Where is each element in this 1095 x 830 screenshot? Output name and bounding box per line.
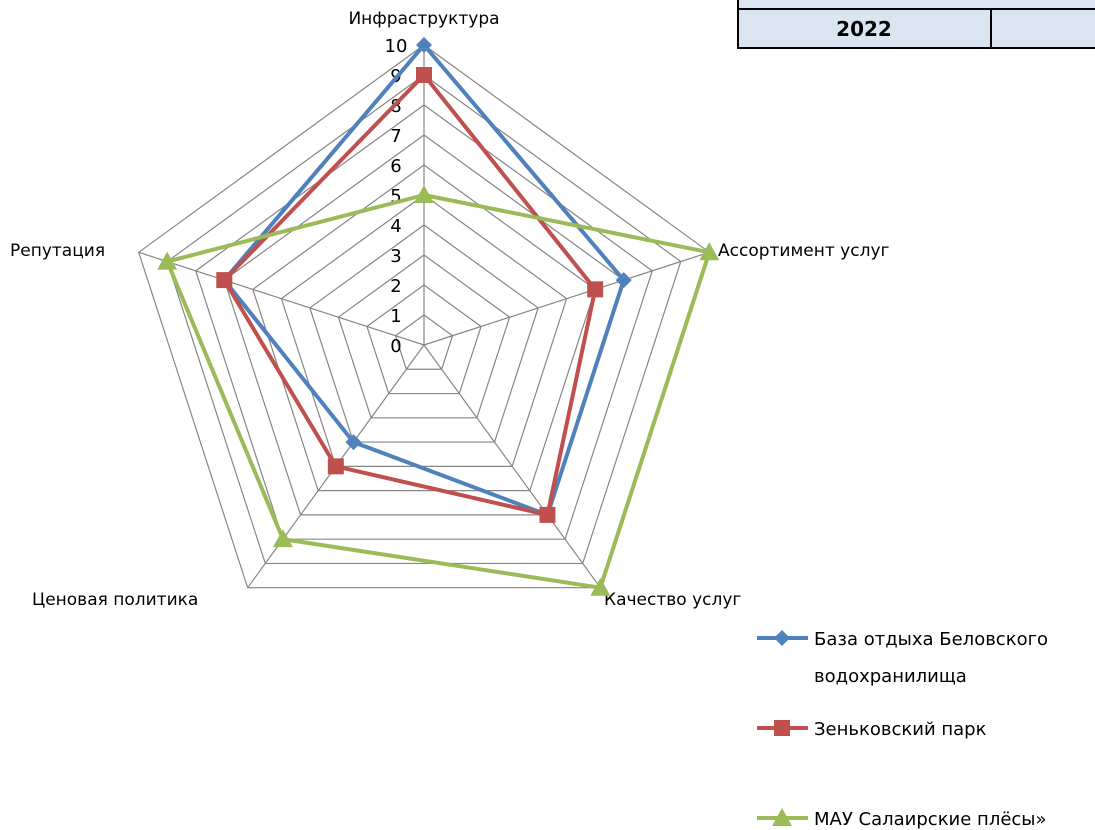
data-point — [590, 577, 611, 596]
data-point — [416, 67, 432, 83]
legend-marker — [772, 808, 792, 826]
legend-label: водохранилища — [814, 666, 967, 687]
corner-table: 2022 — [737, 0, 1095, 49]
data-point — [216, 272, 233, 289]
tick-label: 3 — [390, 246, 401, 267]
radar-series — [157, 37, 720, 596]
tick-label: 7 — [390, 126, 401, 147]
table-row-top — [737, 0, 1095, 10]
grid-ring — [394, 314, 454, 370]
axis-label: Качество услуг — [604, 590, 741, 610]
axis-label: Репутация — [10, 241, 105, 261]
series-line — [222, 43, 626, 517]
grid-spoke — [138, 251, 425, 346]
table-year-cell — [737, 8, 992, 49]
grid-ring — [166, 74, 682, 565]
axis-label: Инфраструктура — [348, 9, 499, 29]
series-line — [165, 193, 712, 590]
data-point — [416, 37, 432, 53]
legend-item: Зеньковский парк — [757, 719, 987, 740]
data-point — [345, 434, 362, 451]
grid-ring — [252, 164, 596, 492]
table-empty-cell — [990, 8, 1095, 49]
legend-marker — [774, 630, 790, 646]
tick-label: 6 — [390, 156, 401, 177]
tick-label: 4 — [390, 216, 401, 237]
legend: База отдыха Беловского водохранилища Зеньк… — [757, 629, 1048, 830]
grid-spoke — [423, 344, 601, 589]
grid-ring — [366, 284, 482, 395]
tick-label: 10 — [385, 36, 408, 57]
legend-label: Зеньковский парк — [814, 719, 987, 740]
axis-label: Ассортимент услуг — [718, 241, 890, 261]
radar-axis-labels: Инфраструктура Ассортимент услуг Качество … — [10, 9, 890, 610]
legend-marker — [774, 720, 790, 736]
data-point — [272, 529, 293, 548]
grid-spoke — [423, 251, 710, 346]
series-group — [216, 67, 604, 523]
tick-label: 5 — [390, 186, 401, 207]
legend-item: МАУ Салаирские плёсы» — [757, 808, 1047, 830]
tick-label: 1 — [390, 306, 401, 327]
data-point — [414, 185, 434, 203]
legend-label: База отдыха Беловского — [814, 629, 1048, 650]
table-year-label: 2022 — [836, 17, 892, 41]
data-point — [157, 251, 178, 270]
legend-item: База отдыха Беловского водохранилища — [757, 629, 1048, 687]
series-line — [222, 73, 598, 517]
grid-ring — [223, 134, 625, 516]
data-point — [699, 242, 720, 261]
legend-label: МАУ Салаирские плёсы» — [814, 809, 1047, 830]
grid-ring — [137, 44, 711, 589]
grid-ring — [337, 254, 511, 419]
series-group — [157, 185, 720, 596]
tick-label: 2 — [390, 276, 401, 297]
data-point — [587, 281, 604, 298]
radar-grid — [137, 44, 711, 589]
grid-ring — [309, 224, 539, 443]
data-point — [327, 458, 344, 475]
tick-label: 0 — [390, 336, 401, 357]
grid-ring — [280, 194, 568, 467]
data-point — [539, 506, 556, 523]
axis-label: Ценовая политика — [32, 590, 198, 610]
data-point — [615, 272, 632, 289]
